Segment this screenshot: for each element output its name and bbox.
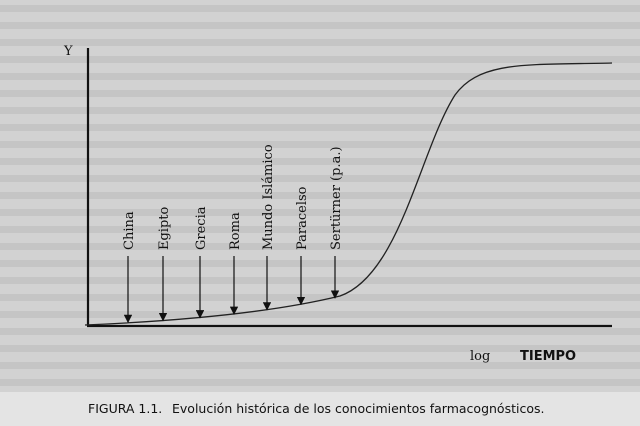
caption-label: FIGURA 1.1.	[88, 401, 162, 416]
caption-text: Evolución histórica de los conocimientos…	[172, 401, 544, 416]
x-axis-label: TIEMPO	[520, 349, 576, 364]
caption-area	[0, 392, 640, 426]
growth-curve	[84, 62, 613, 326]
event-label: Paracelso	[295, 186, 310, 250]
events: China Egipto Grecia Roma Mundo Islámico Parac…	[122, 144, 344, 324]
event-label: Mundo Islámico	[261, 144, 276, 250]
y-axis-label: Y	[63, 44, 73, 59]
x-axis-prefix: log	[470, 349, 490, 364]
event-label: China	[122, 211, 137, 250]
event-label: Roma	[228, 212, 243, 250]
event-label: Grecia	[194, 206, 209, 250]
event-label: Sertürner (p.a.)	[329, 146, 344, 250]
event-label: Egipto	[157, 206, 172, 250]
